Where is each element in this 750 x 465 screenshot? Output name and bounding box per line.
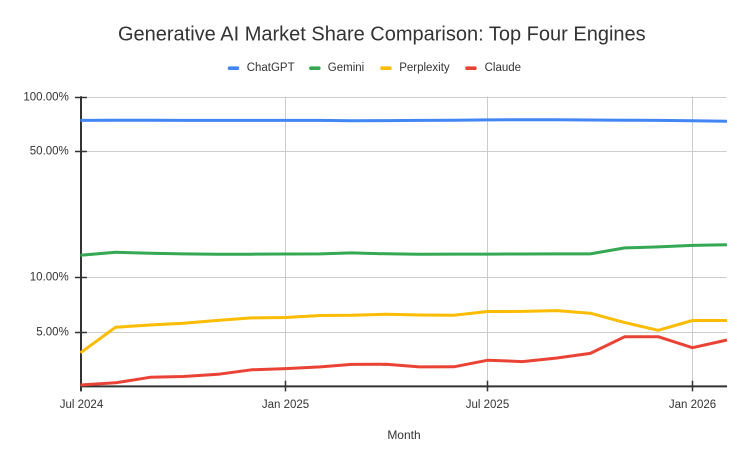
svg-text:Jul 2024: Jul 2024 bbox=[60, 399, 104, 411]
svg-text:10.00%: 10.00% bbox=[30, 272, 69, 284]
svg-text:Claude: Claude bbox=[485, 62, 521, 74]
svg-text:Perplexity: Perplexity bbox=[399, 62, 450, 74]
svg-text:100.00%: 100.00% bbox=[23, 92, 68, 104]
svg-text:ChatGPT: ChatGPT bbox=[247, 62, 295, 74]
svg-text:Jan 2026: Jan 2026 bbox=[669, 399, 716, 411]
svg-text:5.00%: 5.00% bbox=[36, 327, 69, 339]
svg-text:50.00%: 50.00% bbox=[30, 146, 69, 158]
svg-text:Generative AI Market Share Com: Generative AI Market Share Comparison: T… bbox=[118, 24, 646, 46]
svg-text:Month: Month bbox=[387, 428, 420, 442]
svg-text:Jan 2025: Jan 2025 bbox=[262, 399, 309, 411]
svg-text:Gemini: Gemini bbox=[328, 62, 364, 74]
svg-text:Jul 2025: Jul 2025 bbox=[466, 399, 509, 411]
